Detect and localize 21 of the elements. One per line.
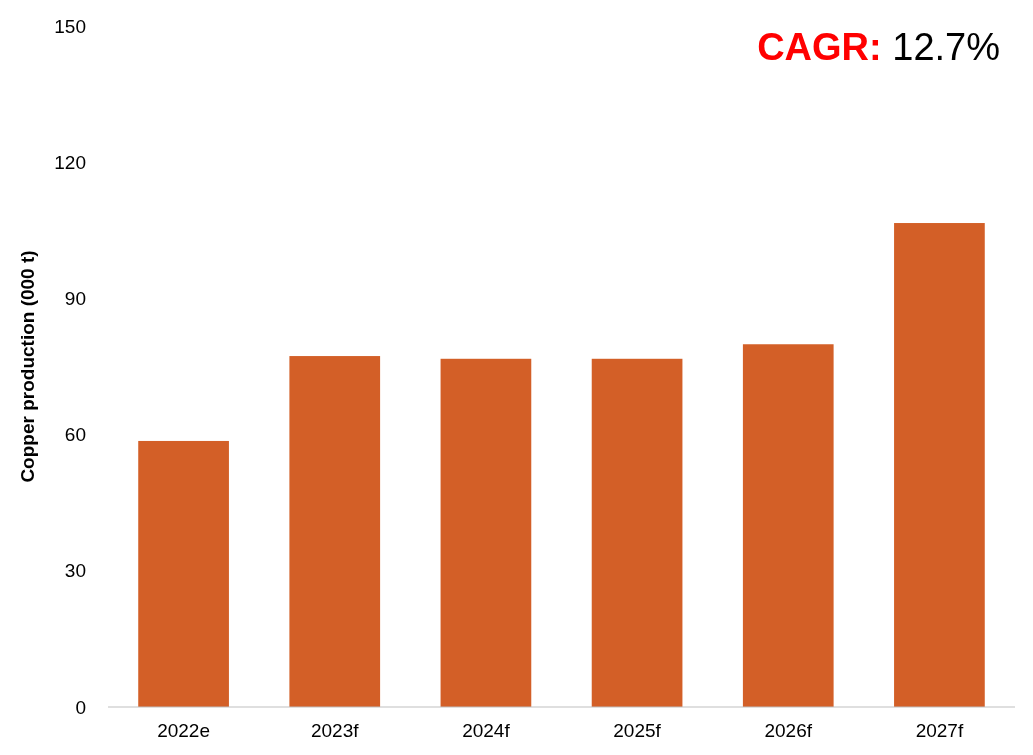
x-tick-label: 2027f [915,720,964,741]
x-tick-label: 2022e [157,720,211,741]
x-tick-label: 2024f [462,720,511,741]
bar [289,356,381,707]
y-tick-label: 60 [64,424,86,446]
x-tick-label: 2025f [613,720,662,741]
bar [440,358,532,707]
x-tick-label: 2023f [310,720,360,741]
y-tick-label: 90 [64,288,86,310]
bar [591,358,683,707]
bar [894,223,985,707]
y-axis-title: Copper production (000 t) [17,250,38,483]
y-tick-label: 150 [54,15,86,37]
bar [742,344,834,707]
y-tick-label: 30 [64,560,86,582]
y-tick-label: 0 [75,696,86,718]
x-tick-label: 2026f [764,720,813,741]
bar [138,440,229,707]
annotation: CAGR: [757,26,882,68]
y-tick-label: 120 [54,151,86,173]
annotation: 12.7% [881,26,1000,68]
